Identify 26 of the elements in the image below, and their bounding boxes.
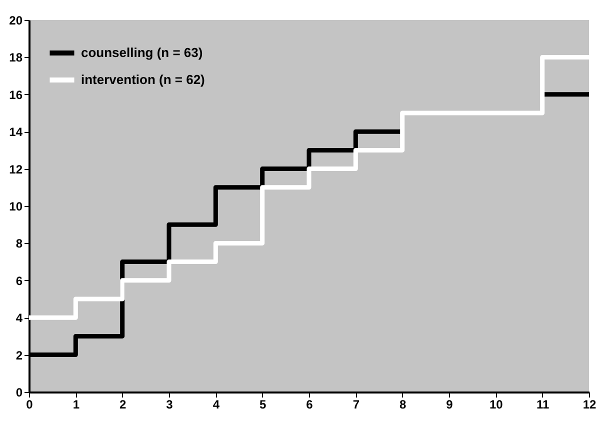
y-tick-label: 14 xyxy=(9,125,23,140)
y-tick-label: 10 xyxy=(9,200,23,214)
y-tick-label: 18 xyxy=(9,50,23,65)
x-tick-label: 12 xyxy=(582,398,596,412)
x-tick-label: 6 xyxy=(306,398,314,412)
x-tick-label: 4 xyxy=(212,398,220,412)
y-tick-label: 4 xyxy=(16,311,23,326)
x-tick-label: 9 xyxy=(446,398,454,412)
y-tick-label: 16 xyxy=(9,88,23,102)
x-tick-label: 10 xyxy=(489,398,504,412)
y-tick-label: 20 xyxy=(9,14,23,28)
x-tick-label: 7 xyxy=(352,398,360,412)
y-tick-label: 12 xyxy=(9,162,23,176)
x-tick-label: 2 xyxy=(119,398,126,412)
legend-label: counselling (n = 63) xyxy=(81,45,203,60)
x-tick-label: 11 xyxy=(536,398,550,412)
y-tick-label: 2 xyxy=(16,348,23,362)
y-tick-label: 0 xyxy=(16,386,23,400)
y-tick-label: 6 xyxy=(16,274,23,288)
x-tick-label: 3 xyxy=(166,398,174,412)
x-tick-label: 5 xyxy=(259,398,266,412)
legend-label: intervention (n = 62) xyxy=(81,72,205,87)
x-tick-label: 8 xyxy=(399,398,406,412)
y-tick-label: 8 xyxy=(16,236,23,251)
x-tick-label: 1 xyxy=(72,398,80,412)
x-tick-label: 0 xyxy=(26,398,34,412)
